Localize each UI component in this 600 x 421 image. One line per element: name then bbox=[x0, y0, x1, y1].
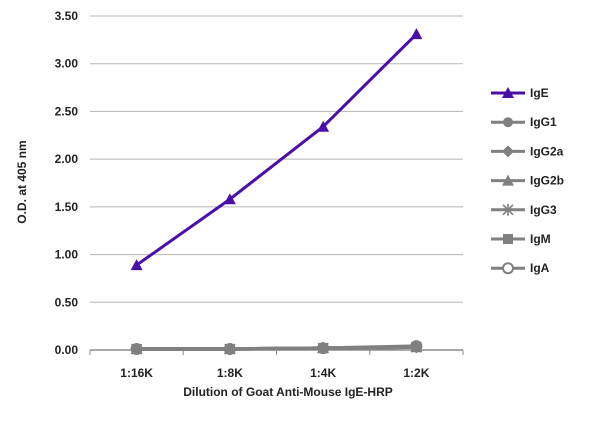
data-point bbox=[130, 259, 143, 271]
legend-item-igg2b: IgG2b bbox=[491, 174, 564, 188]
data-point bbox=[411, 342, 422, 353]
y-tick-label: 3.00 bbox=[55, 57, 79, 71]
x-axis-title: Dilution of Goat Anti-Mouse IgE-HRP bbox=[183, 385, 393, 399]
y-axis-ticks: 0.00 0.50 1.00 1.50 2.00 2.50 3.00 3.50 bbox=[55, 9, 79, 357]
legend-item-igg1: IgG1 bbox=[491, 115, 557, 129]
data-point bbox=[223, 193, 236, 205]
legend-marker bbox=[502, 145, 514, 158]
legend-label: IgG2a bbox=[530, 144, 564, 158]
legend-label: IgA bbox=[530, 261, 550, 275]
legend-marker bbox=[502, 262, 514, 275]
x-tick-label: 1:4K bbox=[310, 366, 336, 380]
y-axis-title: O.D. at 405 nm bbox=[15, 140, 29, 223]
data-point bbox=[224, 344, 235, 355]
legend-item-igg2a: IgG2a bbox=[491, 144, 564, 158]
series-igg1 bbox=[131, 342, 422, 355]
legend-marker bbox=[503, 234, 513, 244]
x-tick-label: 1:2K bbox=[403, 366, 429, 380]
legend-label: IgG3 bbox=[530, 203, 557, 217]
y-tick-label: 0.50 bbox=[55, 295, 79, 309]
legend: IgE IgG1 IgG2a IgG2b IgG3 IgM IgA bbox=[491, 86, 564, 275]
data-point bbox=[410, 28, 423, 40]
legend-label: IgE bbox=[530, 86, 549, 100]
legend-item-igm: IgM bbox=[491, 232, 551, 246]
y-tick-label: 1.00 bbox=[55, 248, 79, 262]
series-line bbox=[135, 33, 418, 267]
series-group bbox=[130, 28, 423, 356]
y-tick-label: 2.00 bbox=[55, 152, 79, 166]
y-tick-label: 3.50 bbox=[55, 9, 79, 23]
y-tick-label: 1.50 bbox=[55, 200, 79, 214]
y-tick-label: 2.50 bbox=[55, 104, 79, 118]
legend-item-ige: IgE bbox=[491, 86, 549, 100]
legend-label: IgM bbox=[530, 232, 551, 246]
series-ige bbox=[130, 28, 423, 271]
data-point bbox=[131, 344, 142, 355]
x-tick-label: 1:8K bbox=[217, 366, 243, 380]
x-tick-label: 1:16K bbox=[120, 366, 153, 380]
legend-label: IgG2b bbox=[530, 174, 564, 188]
legend-marker bbox=[502, 87, 514, 98]
data-point bbox=[318, 343, 329, 354]
legend-item-igg3: IgG3 bbox=[491, 203, 557, 217]
legend-label: IgG1 bbox=[530, 115, 557, 129]
x-axis-ticks: 1:16K 1:8K 1:4K 1:2K bbox=[89, 350, 464, 380]
y-tick-label: 0.00 bbox=[55, 343, 79, 357]
legend-marker bbox=[502, 174, 514, 186]
data-point bbox=[317, 120, 330, 132]
legend-marker bbox=[503, 117, 513, 128]
legend-item-iga: IgA bbox=[491, 261, 550, 275]
series-line bbox=[136, 345, 417, 351]
legend-marker bbox=[502, 203, 514, 216]
